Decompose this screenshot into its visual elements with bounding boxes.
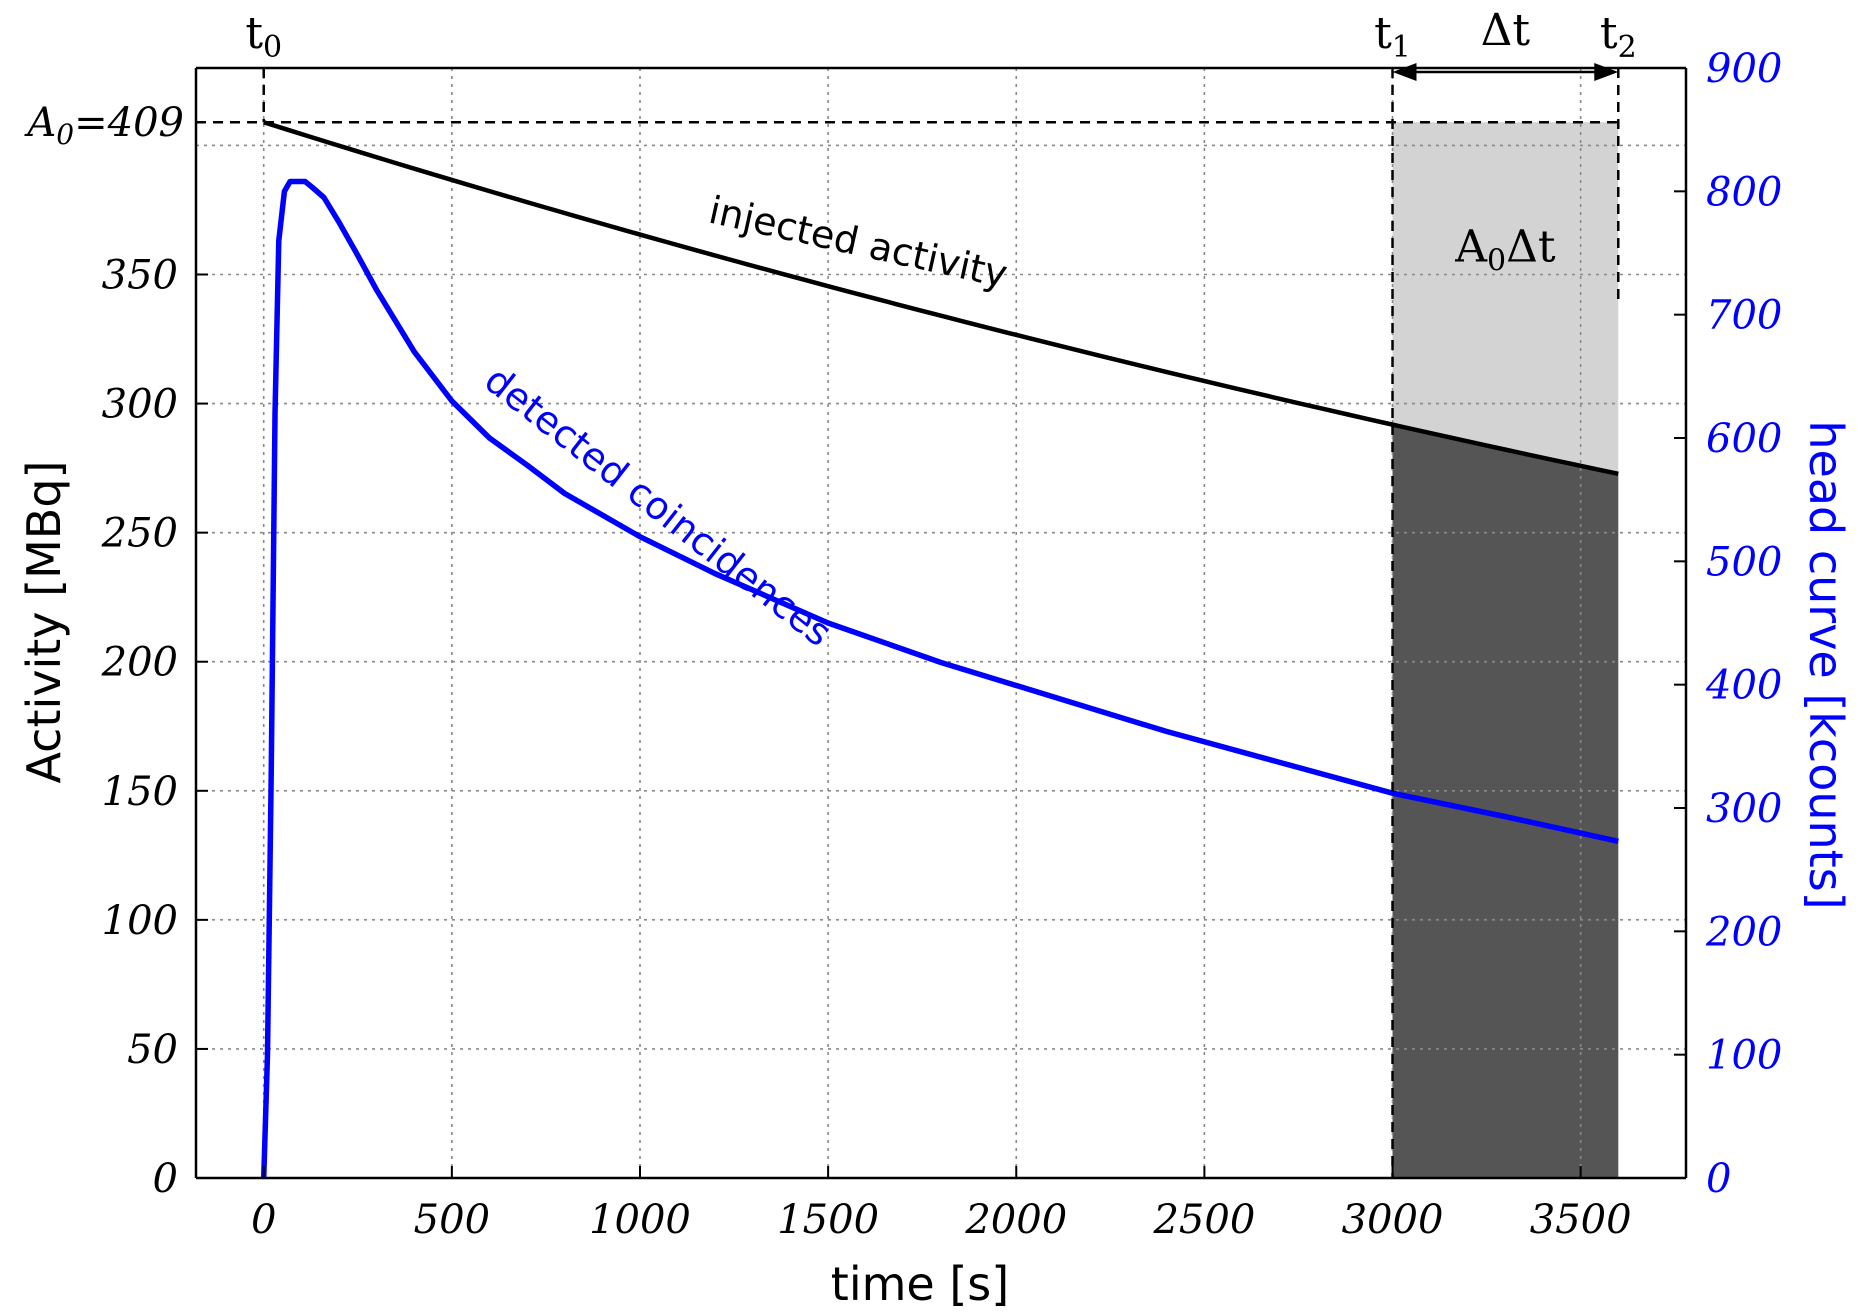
y-tick-label: 300	[102, 382, 178, 428]
x-tick-label: 3500	[1530, 1197, 1632, 1243]
x-tick-label: 1500	[777, 1197, 879, 1243]
y-tick-label: 100	[102, 898, 178, 944]
delta-t-arrow-right	[1594, 63, 1619, 81]
y2-axis-title: head curve [kcounts]	[1799, 420, 1853, 909]
y2-tick-label: 900	[1706, 46, 1782, 92]
x-tick-label: 2000	[964, 1197, 1067, 1243]
y2-tick-label: 200	[1705, 909, 1782, 955]
x-tick-label: 0	[251, 1197, 276, 1243]
y2-tick-label: 700	[1706, 293, 1782, 339]
delta-t-label: Δt	[1481, 5, 1531, 56]
detected-coincidences-label: detected coincidences	[476, 357, 840, 655]
y2-tick-label: 600	[1706, 416, 1782, 462]
t0-label: t0	[245, 8, 282, 65]
y2-tick-label: 500	[1706, 539, 1782, 585]
y2-tick-label: 0	[1706, 1156, 1731, 1202]
shade-dark	[1392, 424, 1619, 1178]
series-lines	[260, 120, 1619, 1179]
y-tick-label: 250	[101, 511, 178, 557]
y-tick-label: 50	[127, 1027, 178, 1073]
shaded-region	[1392, 122, 1619, 1178]
x-tick-label: 3000	[1342, 1197, 1444, 1243]
x-tick-label: 1000	[589, 1197, 691, 1243]
y2-tick-label: 100	[1706, 1033, 1782, 1079]
a0-value-label: A0=409	[23, 100, 184, 151]
injected-activity-label: injected activity	[705, 188, 1011, 297]
t1-label: t1	[1374, 8, 1411, 65]
delta-t-arrow-left	[1392, 63, 1417, 81]
x-tick-label: 2500	[1152, 1197, 1255, 1243]
y2-tick-label: 300	[1706, 786, 1782, 832]
detected-coincidences-line	[260, 178, 1619, 1179]
y-axis-title: Activity [MBq]	[17, 461, 71, 784]
y-tick-label: 350	[102, 253, 178, 299]
y2-tick-label: 800	[1706, 169, 1782, 215]
y2-tick-label: 400	[1705, 663, 1782, 709]
injected-activity-line	[263, 120, 1619, 477]
t2-label: t2	[1600, 8, 1637, 65]
y-tick-label: 150	[102, 769, 178, 815]
axes: 0 500 1000 1500 2000 2500 3000 3500050100150200…	[101, 46, 1783, 1243]
x-axis-title: time [s]	[831, 1257, 1009, 1311]
y-tick-label: 0	[153, 1156, 178, 1202]
y-tick-label: 200	[101, 640, 178, 686]
x-tick-label: 500	[414, 1197, 490, 1243]
